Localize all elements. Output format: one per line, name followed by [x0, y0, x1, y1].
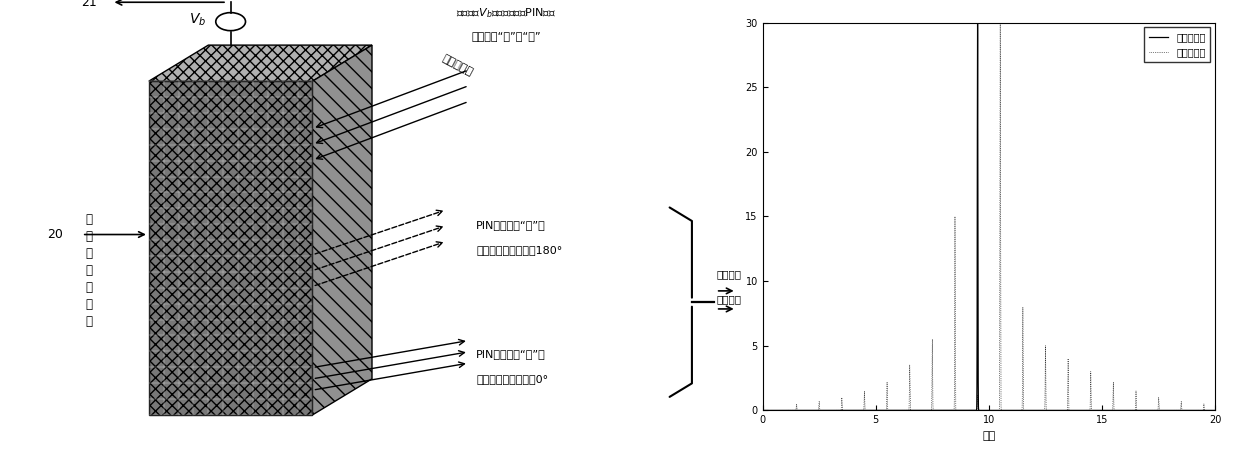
入射波频谱 [755, 408, 770, 413]
反射波频谱 [1043, 408, 1058, 413]
Text: 直流电压$V_b$周期性地控制PIN二极: 直流电压$V_b$周期性地控制PIN二极 [456, 7, 556, 20]
Text: 入射电磁波: 入射电磁波 [440, 53, 475, 78]
反射波频谱 [755, 408, 770, 413]
Text: 21: 21 [81, 0, 97, 9]
反射波频谱 [1208, 408, 1223, 413]
反射波频谱 [1095, 408, 1110, 413]
Text: PIN二极管呼“关”态: PIN二极管呼“关”态 [476, 349, 546, 359]
反射波频谱 [962, 408, 977, 413]
Line: 反射波频谱: 反射波频谱 [763, 23, 1215, 410]
Text: $V_b$: $V_b$ [188, 12, 206, 28]
Text: 反射电磁波相位改变180°: 反射电磁波相位改变180° [476, 245, 563, 255]
Polygon shape [149, 45, 372, 81]
Text: 反射电磁: 反射电磁 [717, 269, 742, 279]
X-axis label: 频率: 频率 [982, 431, 996, 441]
入射波频谱 [780, 408, 795, 413]
反射波频谱 [990, 408, 1004, 413]
Legend: 入射波频谱, 反射波频谱: 入射波频谱, 反射波频谱 [1145, 28, 1210, 62]
Text: 反射电磁波相位改变0°: 反射电磁波相位改变0° [476, 374, 548, 384]
Polygon shape [149, 81, 312, 415]
入射波频谱 [970, 20, 985, 25]
入射波频谱 [1043, 408, 1058, 413]
反射波频谱 [993, 20, 1008, 25]
Text: 波的频谱: 波的频谱 [717, 294, 742, 304]
入射波频谱 [1208, 408, 1223, 413]
入射波频谱 [962, 408, 977, 413]
Text: 20: 20 [47, 228, 63, 241]
Text: 管阵列的“开”和“关”: 管阵列的“开”和“关” [471, 31, 541, 41]
Text: 人
工
磁
导
体
结
构: 人 工 磁 导 体 结 构 [86, 213, 93, 328]
入射波频谱 [1095, 408, 1110, 413]
反射波频谱 [889, 408, 904, 413]
入射波频谱 [889, 408, 904, 413]
Text: PIN二极管呼“开”态: PIN二极管呼“开”态 [476, 221, 546, 230]
入射波频谱 [990, 408, 1004, 413]
Line: 入射波频谱: 入射波频谱 [763, 23, 1215, 410]
反射波频谱 [780, 408, 795, 413]
Polygon shape [312, 45, 372, 415]
